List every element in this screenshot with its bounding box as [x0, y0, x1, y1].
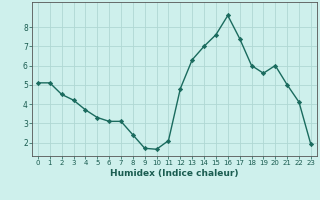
- X-axis label: Humidex (Indice chaleur): Humidex (Indice chaleur): [110, 169, 239, 178]
